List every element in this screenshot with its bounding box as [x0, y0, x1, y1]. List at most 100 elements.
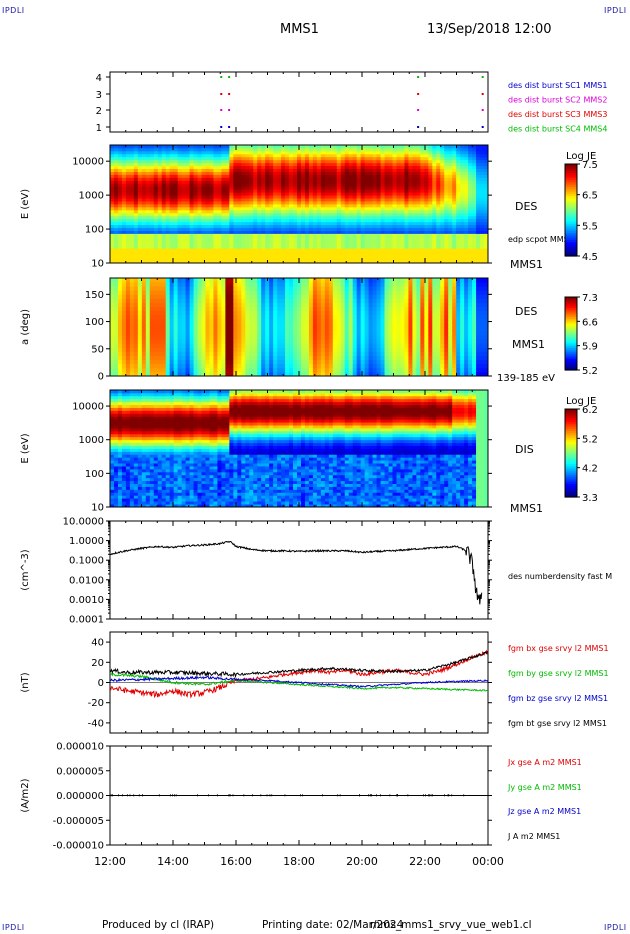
des-pitch-colorbar-band — [565, 364, 577, 367]
bfield-series-label: fgm by gse srvy l2 MMS1 — [508, 669, 609, 678]
burst-flag-mark — [481, 93, 484, 95]
dis-energy-colorbar-band — [565, 492, 577, 496]
dis-energy-colorbar-band — [565, 450, 577, 454]
dis-energy-colorbar-band — [565, 488, 577, 491]
plot-datetime: 13/Sep/2018 12:00 — [427, 22, 552, 37]
des-energy-colorbar-tick-label: 5.5 — [582, 221, 598, 232]
des-pitch-colorbar-tick-label: 5.2 — [582, 366, 598, 377]
time-axis-tick-label: 20:00 — [346, 855, 378, 868]
des-energy-colorbar-band — [565, 173, 577, 177]
des-energy-colorbar-band — [565, 166, 577, 170]
des-pitch-colorbar-band — [565, 337, 577, 340]
dis-energy-colorbar-band — [565, 468, 577, 472]
dis-energy-colorbar-band — [565, 446, 577, 450]
dis-energy-colorbar-band — [565, 479, 577, 483]
des-pitch-colorbar-band — [565, 298, 577, 302]
current-ytick-label: 0.000010 — [56, 742, 104, 753]
dis-energy-colorbar-tick-label: 4.2 — [582, 464, 598, 475]
burst-legend-label: des dist burst SC2 MMS2 — [508, 96, 607, 105]
des-pitch-colorbar-band — [565, 368, 577, 371]
dis-energy-colorbar-band — [565, 464, 577, 467]
dis-energy-spacecraft-label: MMS1 — [510, 502, 543, 515]
des-pitch-colorbar-band — [565, 317, 577, 320]
des-energy-colorbar-band — [565, 182, 577, 186]
dis-energy-colorbar-band — [565, 455, 577, 458]
des-pitch-colorbar-band — [565, 304, 577, 307]
des-pitch-colorbar-band — [565, 333, 577, 336]
bfield-series-line — [109, 649, 489, 699]
burst-legend-label: des dist burst SC3 MMS3 — [508, 110, 607, 119]
dis-energy-ytick-label: 1000 — [79, 435, 104, 446]
dis-energy-colorbar-band — [565, 413, 577, 417]
footer-printing-date: Printing date: 02/Mar/2024 — [262, 919, 404, 931]
bfield-ytick-label: 0 — [98, 678, 104, 689]
dis-energy-ytick-label: 10 — [91, 503, 104, 514]
des-pitch-spacecraft-label: MMS1 — [512, 338, 545, 351]
des-pitch-colorbar-band — [565, 351, 577, 355]
burst-flag-mark — [220, 93, 223, 95]
des-energy-colorbar-tick-label: 6.5 — [582, 191, 598, 202]
des-energy-colorbar-band — [565, 214, 577, 218]
bfield-ytick-label: 20 — [91, 658, 104, 669]
burst-ytick-label: 2 — [96, 106, 102, 117]
dis-energy-colorbar-band — [565, 420, 577, 423]
des-energy-colorbar-band — [565, 216, 577, 220]
time-axis-tick-label: 16:00 — [220, 855, 252, 868]
des-energy-colorbar-band — [565, 212, 577, 216]
des-energy-colorbar-band — [565, 164, 577, 167]
des-pitch-colorbar-band — [565, 335, 577, 338]
current-ytick-label: 0.000005 — [56, 766, 104, 777]
dis-energy-colorbar-band — [565, 444, 577, 447]
des-energy-colorbar-band — [565, 251, 577, 255]
dis-energy-ytick-label: 10000 — [72, 402, 104, 413]
des-pitch-colorbar-band — [565, 349, 577, 353]
des-energy-scpot-label: edp scpot MMS1 — [508, 235, 574, 244]
density-series-label: des numberdensity fast M — [508, 572, 612, 581]
des-energy-colorbar-band — [565, 189, 577, 193]
des-energy-colorbar-band — [565, 198, 577, 202]
dis-energy-colorbar-band — [565, 490, 577, 494]
burst-ytick-label: 1 — [96, 123, 102, 134]
des-energy-colorbar-band — [565, 193, 577, 197]
des-pitch-colorbar-band — [565, 311, 577, 315]
des-pitch-ylabel: a (deg) — [20, 309, 31, 345]
des-energy-colorbar-band — [565, 230, 577, 234]
current-series-label: Jz gse A m2 MMS1 — [507, 807, 581, 816]
bfield-ytick-label: 40 — [91, 638, 104, 649]
des-energy-colorbar-band — [565, 233, 577, 236]
burst-legend-label: des dist burst SC1 MMS1 — [508, 81, 607, 90]
burst-legend-label: des dist burst SC4 MMS4 — [508, 125, 607, 134]
des-pitch-energy-range-label: 139-185 eV — [497, 373, 555, 384]
density-ytick-label: 0.0001 — [69, 615, 104, 626]
dis-energy-colorbar-band — [565, 483, 577, 487]
des-energy-colorbar-band — [565, 221, 577, 225]
des-pitch-colorbar-band — [565, 300, 577, 304]
dis-energy-instrument-label: DIS — [515, 443, 534, 456]
des-energy-colorbar-band — [565, 168, 577, 172]
des-pitch-colorbar-band — [565, 342, 577, 346]
corner-logo-bottom-left: IPDLI — [2, 923, 25, 932]
density-ytick-label: 1.0000 — [69, 536, 104, 547]
dis-energy-colorbar-band — [565, 459, 577, 463]
density-panel-frame — [109, 520, 489, 620]
burst-flag-mark — [481, 109, 484, 111]
bfield-series-label: fgm bt gse srvy l2 MMS1 — [508, 719, 607, 728]
des-pitch-colorbar-band — [565, 340, 577, 344]
des-energy-colorbar-band — [565, 187, 577, 190]
bfield-series-label: fgm bz gse srvy l2 MMS1 — [508, 694, 608, 703]
dis-energy-colorbar-band — [565, 426, 577, 430]
des-pitch-colorbar-band — [565, 344, 577, 347]
des-pitch-colorbar-band — [565, 362, 577, 366]
bfield-series-label: fgm bx gse srvy l2 MMS1 — [508, 644, 609, 653]
des-pitch-colorbar-band — [565, 346, 577, 349]
dis-energy-colorbar-band — [565, 486, 577, 489]
dis-energy-colorbar-band — [565, 437, 577, 441]
dis-energy-colorbar-band — [565, 472, 577, 476]
corner-logo-top-right: IPDLI — [604, 6, 627, 15]
des-energy-colorbar-band — [565, 170, 577, 174]
des-pitch-ytick-label: 50 — [91, 344, 104, 355]
des-energy-colorbar-band — [565, 205, 577, 209]
des-energy-colorbar-band — [565, 200, 577, 204]
corner-logo-top-left: IPDLI — [2, 6, 25, 15]
des-pitch-colorbar-frame — [564, 296, 578, 371]
